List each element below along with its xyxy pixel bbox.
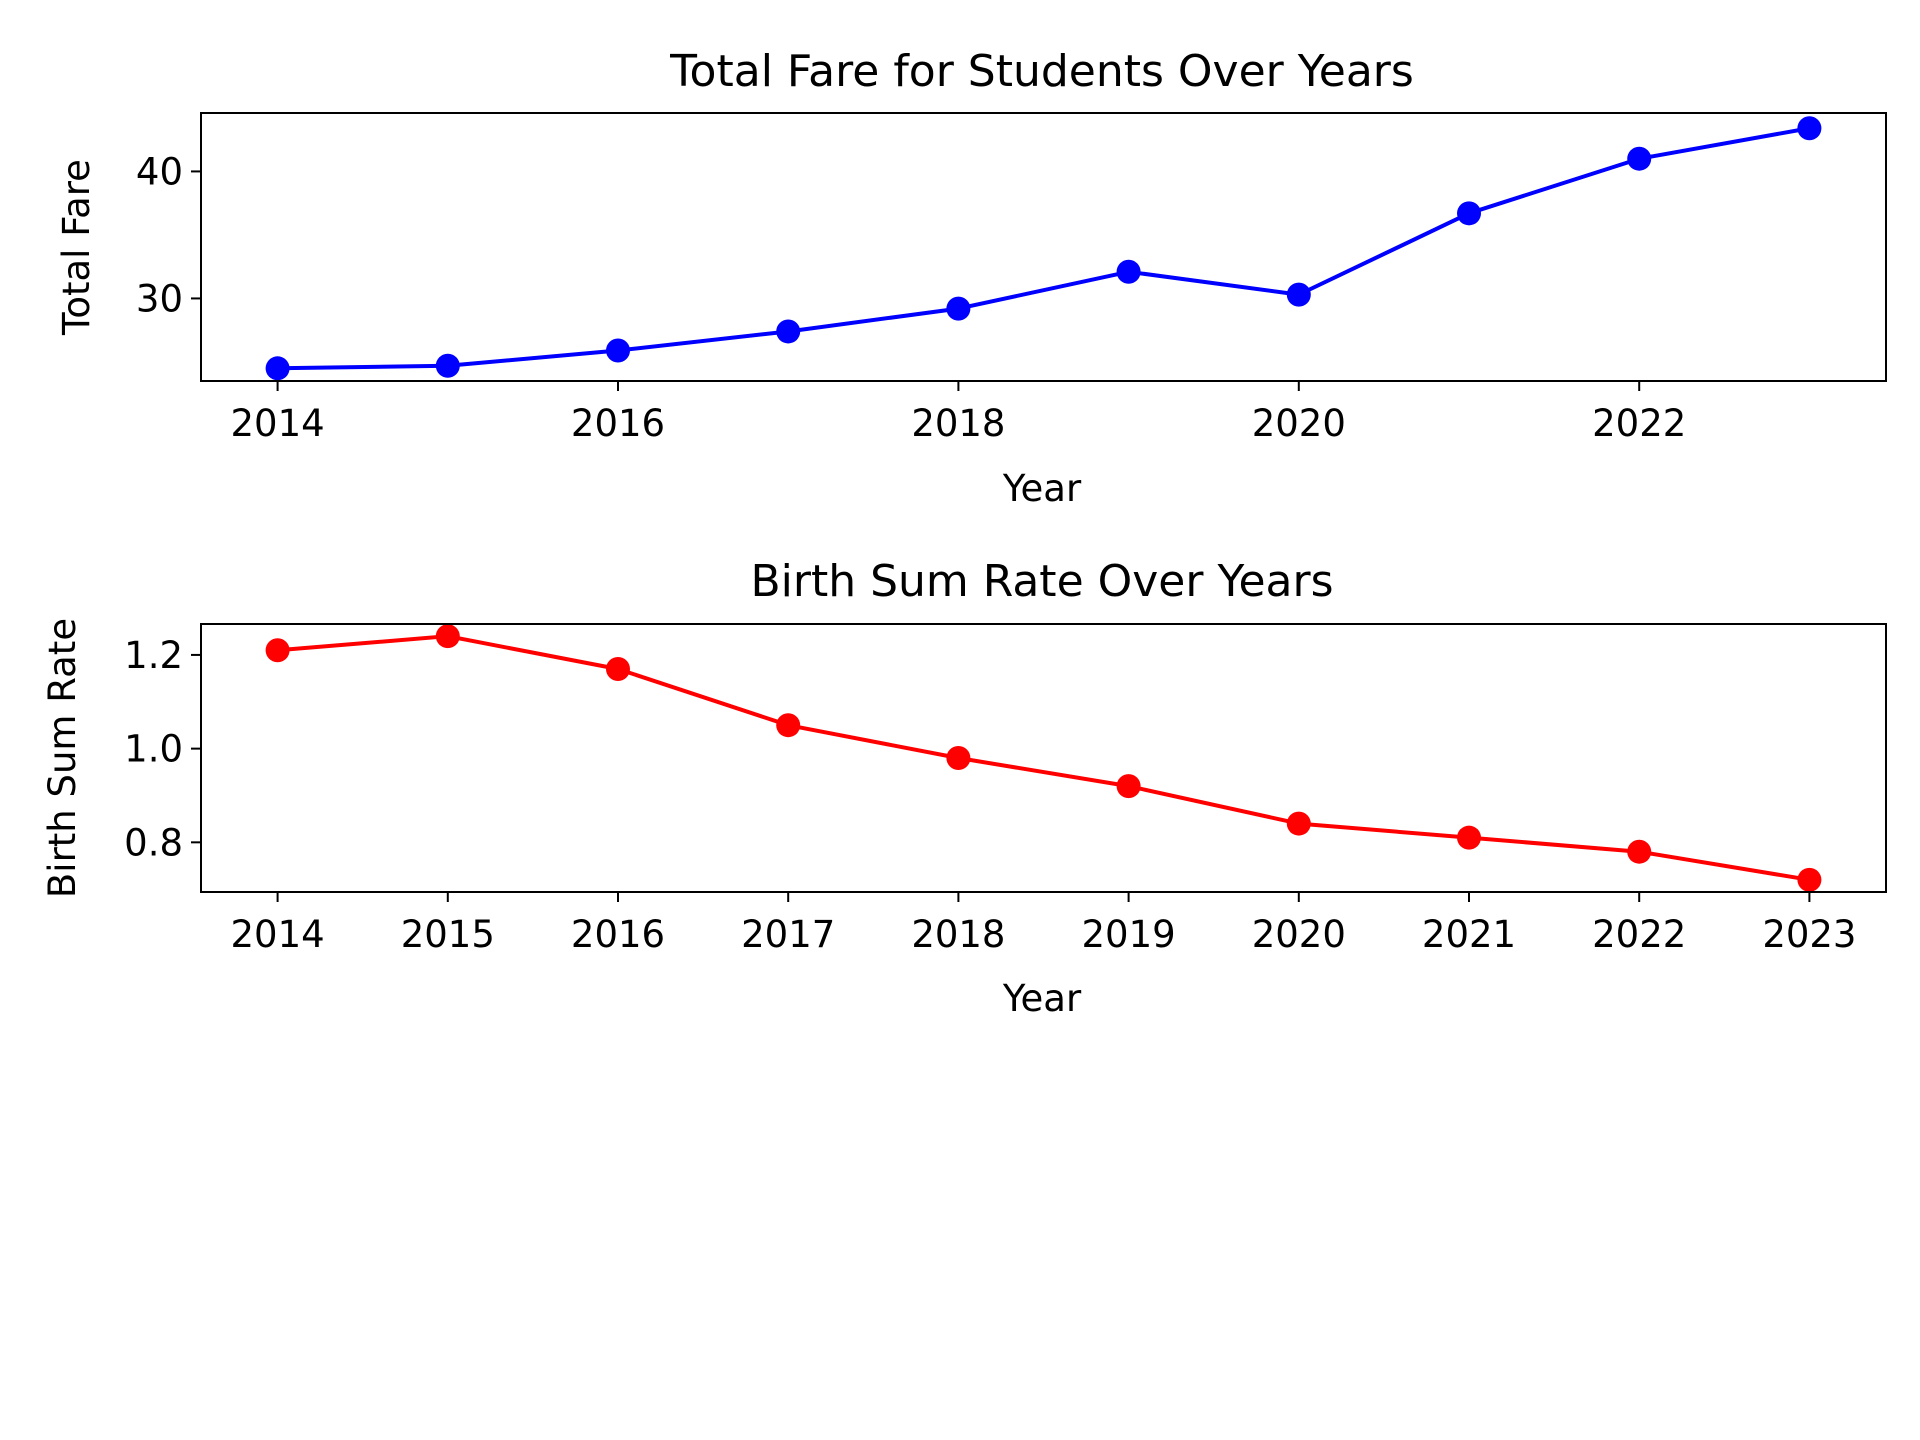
x-tick-label: 2014 bbox=[231, 402, 325, 445]
y-tick-label: 30 bbox=[136, 277, 183, 320]
data-point bbox=[946, 296, 971, 321]
chart-title: Total Fare for Students Over Years bbox=[669, 46, 1414, 97]
data-point bbox=[1116, 259, 1141, 284]
data-point bbox=[605, 656, 630, 681]
x-tick-label: 2016 bbox=[571, 402, 665, 445]
data-point bbox=[1797, 867, 1822, 892]
y-tick-label: 40 bbox=[136, 150, 183, 193]
data-point bbox=[1627, 839, 1652, 864]
x-tick-label: 2020 bbox=[1252, 402, 1346, 445]
y-axis-label: Total Fare bbox=[55, 159, 98, 336]
data-point bbox=[605, 338, 630, 363]
plot-area: 2014 2015 2016 2017 2018 2019 2020 2021 2022 2023… bbox=[124, 624, 1856, 956]
chart-total-fare: Total Fare for Students Over Years 2014 2… bbox=[55, 46, 1887, 510]
x-axis-label: Year bbox=[1002, 467, 1082, 510]
series-line bbox=[275, 126, 1812, 371]
data-point bbox=[776, 713, 801, 738]
plot-area: 2014 2016 2018 2020 2022 30 40 bbox=[136, 116, 1822, 445]
y-axis-label: Birth Sum Rate bbox=[41, 618, 84, 898]
axes-frame bbox=[200, 623, 1887, 893]
x-tick-label: 2014 bbox=[231, 913, 325, 956]
x-tick-label: 2022 bbox=[1592, 402, 1686, 445]
x-tick-label: 2016 bbox=[571, 913, 665, 956]
data-point bbox=[946, 746, 971, 770]
data-point bbox=[1457, 201, 1482, 226]
data-point bbox=[435, 353, 460, 378]
chart-birth-sum-rate: Birth Sum Rate Over Years 2014 2015 2016 20… bbox=[41, 556, 1887, 1020]
data-point bbox=[1797, 116, 1822, 141]
x-tick-label: 2019 bbox=[1082, 913, 1176, 956]
x-tick-label: 2023 bbox=[1762, 913, 1856, 956]
y-tick-label: 0.8 bbox=[124, 821, 183, 864]
data-point bbox=[1457, 825, 1482, 850]
y-tick-label: 1.0 bbox=[124, 728, 183, 771]
data-point bbox=[1116, 774, 1141, 799]
data-point bbox=[1627, 146, 1652, 171]
x-tick-label: 2018 bbox=[911, 402, 1005, 445]
x-tick-label: 2015 bbox=[401, 913, 495, 956]
x-tick-label: 2017 bbox=[741, 913, 835, 956]
x-tick-label: 2021 bbox=[1422, 913, 1516, 956]
x-tick-label: 2022 bbox=[1592, 913, 1686, 956]
chart-title: Birth Sum Rate Over Years bbox=[750, 556, 1333, 607]
axes-frame bbox=[200, 112, 1887, 382]
data-point bbox=[265, 356, 290, 381]
x-tick-label: 2018 bbox=[911, 913, 1005, 956]
x-axis-label: Year bbox=[1002, 977, 1082, 1020]
data-point bbox=[435, 624, 460, 649]
data-point bbox=[1286, 811, 1311, 836]
data-point bbox=[776, 319, 801, 344]
data-point bbox=[265, 638, 290, 663]
y-tick-label: 1.2 bbox=[124, 634, 183, 677]
series-line bbox=[275, 634, 1812, 882]
data-point bbox=[1286, 282, 1311, 307]
x-tick-label: 2020 bbox=[1252, 913, 1346, 956]
